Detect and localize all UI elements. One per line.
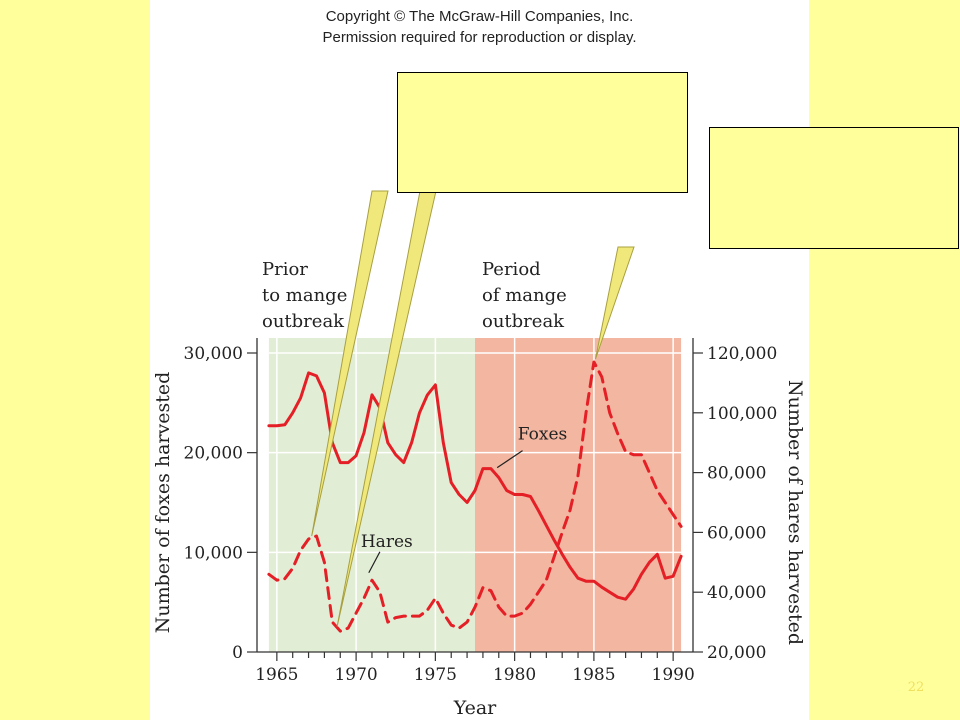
period-label-1-line-2: to mange [262, 285, 347, 306]
series-line-foxes [267, 371, 683, 601]
copyright-line-2: Permission required for reproduction or … [322, 29, 637, 46]
x-tick-label: 1965 [255, 665, 298, 685]
y-right-tick-label: 80,000 [707, 464, 766, 484]
line-chart: 1965 1970 1975 1980 1985 1990 0 10,000 20,000 30,… [152, 190, 806, 719]
callout-left-box [397, 72, 688, 193]
y-axis-right-title: Number of hares harvested [784, 380, 806, 645]
callout-pointer-3 [595, 246, 635, 360]
slide-number: 22 [907, 680, 925, 695]
annotation-leader-foxes [496, 450, 523, 469]
y-left-tick-label: 10,000 [184, 543, 243, 563]
period-background-2 [475, 338, 682, 652]
y-right-tick-label: 120,000 [707, 344, 777, 364]
x-tick-label: 1970 [334, 665, 377, 685]
callout-pointer-1 [311, 190, 389, 537]
x-tick-label: 1980 [493, 665, 536, 685]
period-label-1-line-3: outbreak [262, 311, 345, 332]
x-tick-label: 1985 [572, 665, 615, 685]
y-left-tick-label: 20,000 [184, 444, 243, 464]
series-line-hares [267, 360, 683, 633]
callout-right-box [709, 127, 959, 249]
x-axis-title: Year [453, 697, 497, 719]
y-right-tick-label: 40,000 [707, 583, 766, 603]
copyright-notice: Copyright © The McGraw-Hill Companies, I… [150, 6, 809, 48]
copyright-line-1: Copyright © The McGraw-Hill Companies, I… [325, 8, 634, 25]
y-right-tick-label: 100,000 [707, 404, 777, 424]
x-tick-label: 1990 [652, 665, 695, 685]
y-left-tick-label: 0 [232, 643, 243, 663]
y-right-tick-label: 20,000 [707, 643, 766, 663]
annotation-label-hares: Hares [361, 532, 413, 552]
period-label-1-line-1: Prior [262, 259, 308, 280]
annotation-leader-hares [368, 551, 381, 574]
y-axis-left-title: Number of foxes harvested [152, 372, 174, 634]
period-label-2-line-3: outbreak [482, 311, 565, 332]
y-left-tick-label: 30,000 [184, 344, 243, 364]
annotation-label-foxes: Foxes [518, 425, 567, 445]
period-label-2-line-1: Period [482, 259, 541, 280]
period-label-2-line-2: of mange [482, 285, 567, 306]
period-background-1 [268, 338, 475, 652]
chart-figure: Copyright © The McGraw-Hill Companies, I… [150, 0, 959, 720]
x-tick-label: 1975 [414, 665, 457, 685]
y-right-tick-label: 60,000 [707, 523, 766, 543]
